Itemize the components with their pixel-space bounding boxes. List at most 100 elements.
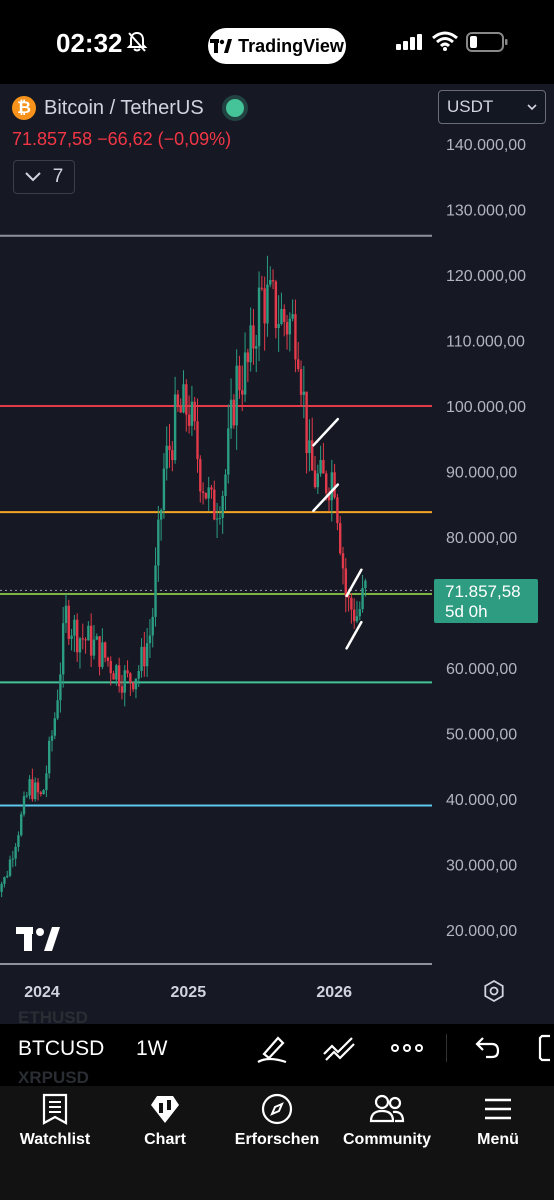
candle-body [126,670,129,674]
symbol-selector[interactable]: BTCUSD [18,1037,105,1060]
candle-body [221,495,224,518]
candle-body [143,646,146,667]
toolbar-divider [446,1034,447,1062]
trend-lines-icon[interactable] [322,1032,358,1064]
y-tick-label: 50.000,00 [446,727,517,744]
currency-value: USDT [447,97,494,116]
candle-body [297,359,300,370]
undo-icon[interactable] [472,1032,500,1064]
candle-body [162,468,166,510]
indicators-collapse-button[interactable]: 7 [13,160,75,194]
symbol-switch-prev[interactable]: ETHUSD [18,1008,88,1027]
app-pill-label: TradingView [238,35,344,56]
draw-pen-icon[interactable] [256,1032,290,1064]
chart-settings-icon[interactable] [482,979,506,1003]
candle-body [168,445,171,451]
candle-body [204,492,208,499]
candle-body [154,565,157,617]
x-tick-label: 2026 [316,984,352,1001]
candle-body [341,553,345,569]
nav-watchlist[interactable]: Watchlist [0,1093,110,1149]
menu-icon [485,1098,511,1120]
y-tick-label: 30.000,00 [446,858,517,875]
candle-body [274,281,278,329]
signal-icon [396,34,422,50]
candle-body [106,657,110,661]
candle-body [123,670,126,693]
candle-body [249,325,252,363]
candle-body [56,700,59,719]
candle-body [277,323,280,329]
candle-body [352,609,356,622]
candle-body [148,635,152,644]
candle-body [319,459,322,474]
trend-channel-line [345,568,363,598]
nav-chart[interactable]: Chart [110,1093,220,1149]
y-tick-label: 110.000,00 [446,334,525,351]
candle-body [131,682,135,690]
candle-body [336,497,339,524]
candle-body [207,487,210,499]
candle-body [0,883,3,892]
candle-body [25,795,29,797]
candle-body [322,459,325,474]
candle-body [313,470,317,488]
interval-selector[interactable]: 1W [136,1037,168,1060]
market-open-indicator [225,99,244,117]
candle-body [193,401,196,422]
candle-body [291,314,294,319]
candle-body [190,401,194,426]
nav-explore[interactable]: Erforschen [222,1093,332,1149]
candle-body [210,487,213,490]
x-tick-label: 2024 [24,984,60,1001]
candlestick-chart[interactable]: 140.000,00 130.000,00 120.000,00 110.000,00… [0,84,554,1024]
y-tick-label: 100.000,00 [446,399,526,416]
candle-body [215,518,219,520]
candle-body [47,740,51,774]
candle-body [3,877,6,884]
nav-label: Menü [477,1131,519,1148]
candle-body [260,287,264,289]
compass-icon [261,1093,293,1125]
candle-body [271,280,275,282]
app-pill[interactable]: TradingView [208,28,346,64]
chart-area[interactable]: 140.000,00 130.000,00 120.000,00 110.000,00… [0,84,554,1024]
nav-community[interactable]: Community [332,1093,442,1149]
candle-body [28,779,31,796]
candle-body [327,493,331,501]
nav-label: Watchlist [19,1131,91,1148]
currency-select[interactable]: USDT [438,90,546,124]
candle-body [8,859,12,876]
candle-body [61,623,65,675]
candle-body [42,790,45,795]
candle-body [344,568,347,596]
more-icon[interactable] [390,1032,424,1064]
nav-label: Community [343,1131,431,1148]
candle-body [299,369,303,395]
candle-body [134,678,138,690]
candle-body [50,735,54,741]
nav-menu[interactable]: Menü [443,1093,553,1149]
symbol-header[interactable]: ₿ Bitcoin / TetherUS [12,96,244,120]
candle-body [280,308,283,324]
quote-line: 71.857,58 −66,62 (−0,09%) [12,129,232,149]
candle-body [137,670,140,679]
candle-body [269,280,272,285]
candle-body [159,509,163,520]
candle-body [92,639,96,656]
y-tick-label: 40.000,00 [446,792,517,809]
candle-body [17,835,20,847]
status-time: 02:32 [56,28,123,58]
y-tick-label: 90.000,00 [446,465,517,482]
fullscreen-icon[interactable] [536,1032,554,1064]
bottom-toolbar [0,1024,554,1086]
candle-body [243,352,247,395]
battery-icon [466,32,508,52]
candle-body [241,390,244,395]
candle-body [89,625,93,656]
symbol-switch-next[interactable]: XRPUSD [18,1068,89,1087]
candle-body [232,399,236,426]
candle-body [196,421,199,460]
candle-body [14,846,17,859]
candle-body [87,625,90,641]
